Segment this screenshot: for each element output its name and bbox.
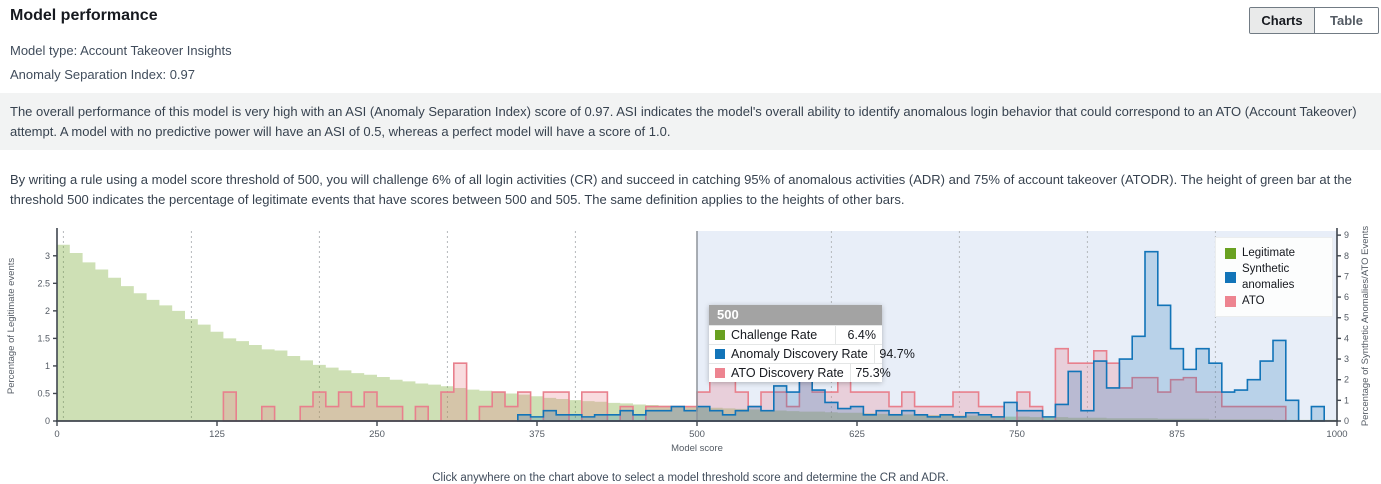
y-left-tick-label: 2.5 — [37, 278, 50, 288]
x-tick-label: 1000 — [1326, 429, 1347, 440]
series-ato — [222, 347, 1287, 422]
x-tick-label: 750 — [1009, 429, 1025, 440]
legend-synthetic-label: Synthetic anomalies — [1242, 263, 1295, 291]
y-left-tick-label: 0 — [45, 416, 50, 426]
y-left-axis-label: Percentage of Legitimate events — [6, 258, 17, 395]
y-right-tick-label: 4 — [1344, 333, 1349, 343]
y-left-tick-label: 1 — [45, 361, 50, 371]
legend-item-ato: ATO — [1225, 293, 1324, 309]
chart-caption: Click anywhere on the chart above to sel… — [432, 472, 949, 484]
page-title: Model performance — [10, 7, 158, 24]
y-right-tick-label: 3 — [1344, 354, 1349, 364]
threshold-description: By writing a rule using a model score th… — [10, 172, 1352, 207]
legend-ato-label: ATO — [1242, 295, 1265, 307]
y-right-tick-label: 8 — [1344, 251, 1349, 261]
x-tick-label: 375 — [529, 429, 545, 440]
model-type-text: Model type: Account Takeover Insights — [10, 43, 232, 58]
x-tick-label: 0 — [54, 429, 59, 440]
x-axis-label: Model score — [671, 443, 723, 454]
y-left-tick-label: 3 — [45, 251, 50, 261]
legend-ato-swatch-icon — [1225, 295, 1236, 307]
legend-synthetic-swatch-icon — [1225, 271, 1236, 283]
chart-legend: Legitimate Synthetic anomalies ATO — [1215, 237, 1333, 317]
y-right-axis-label: Percentage of Synthetic Anomalies/ATO Ev… — [1360, 226, 1371, 427]
legend-legitimate-label: Legitimate — [1242, 247, 1296, 259]
x-tick-label: 125 — [209, 429, 225, 440]
page-header: Model performance Charts Table — [0, 0, 1381, 34]
asi-description: The overall performance of this model is… — [0, 93, 1381, 150]
charts-view-button[interactable]: Charts — [1250, 8, 1314, 33]
y-right-tick-label: 1 — [1344, 395, 1349, 405]
legend-item-legitimate: Legitimate — [1225, 245, 1324, 261]
y-right-tick-label: 6 — [1344, 292, 1349, 302]
x-tick-label: 250 — [369, 429, 385, 440]
y-right-tick-label: 7 — [1344, 271, 1349, 281]
y-left-tick-label: 1.5 — [37, 333, 50, 343]
x-tick-label: 625 — [849, 429, 865, 440]
y-right-tick-label: 2 — [1344, 375, 1349, 385]
view-toggle: Charts Table — [1249, 7, 1379, 34]
x-tick-label: 875 — [1169, 429, 1185, 440]
asi-score-text: Anomaly Separation Index: 0.97 — [10, 67, 196, 82]
y-left-tick-label: 0.5 — [37, 388, 50, 398]
legend-legitimate-swatch-icon — [1225, 247, 1236, 259]
y-right-tick-label: 0 — [1344, 416, 1349, 426]
series-legitimate — [57, 244, 1337, 421]
performance-chart[interactable]: 0 0.5 1 1.5 2 2.5 3 0 1 2 3 4 5 6 7 8 9 0 125 250 375 500 625 7… — [0, 221, 1381, 465]
y-right-tick-label: 5 — [1344, 313, 1349, 323]
x-tick-label: 500 — [689, 429, 705, 440]
table-view-button[interactable]: Table — [1314, 8, 1378, 33]
series-synthetic-anomalies — [517, 250, 1325, 422]
legend-item-synthetic-anomalies: Synthetic anomalies — [1225, 261, 1324, 293]
performance-chart-area[interactable]: 0 0.5 1 1.5 2 2.5 3 0 1 2 3 4 5 6 7 8 9 0 125 250 375 500 625 7… — [0, 221, 1381, 465]
y-right-tick-label: 9 — [1344, 230, 1349, 240]
y-left-tick-label: 2 — [45, 306, 50, 316]
